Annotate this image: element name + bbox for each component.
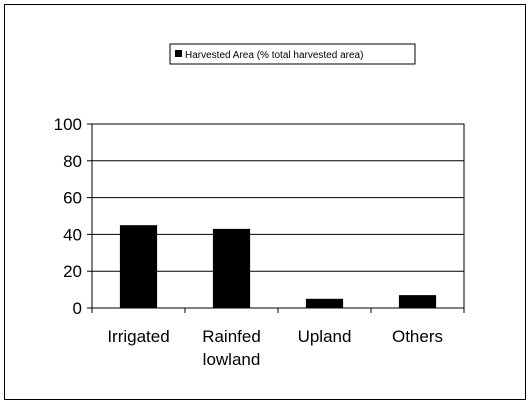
y-tick-label: 40 bbox=[63, 225, 82, 244]
x-tick-label: Upland bbox=[298, 327, 352, 346]
y-tick-label: 60 bbox=[63, 189, 82, 208]
y-tick-label: 0 bbox=[73, 299, 82, 318]
legend: Harvested Area (% total harvested area) bbox=[169, 43, 416, 65]
bar-others bbox=[398, 295, 437, 308]
legend-label: Harvested Area (% total harvested area) bbox=[185, 50, 363, 61]
bar-rainfed-lowland bbox=[212, 228, 251, 308]
y-tick-label: 80 bbox=[63, 152, 82, 171]
x-tick-label: lowland bbox=[203, 350, 261, 369]
legend-swatch bbox=[175, 50, 182, 57]
legend-box bbox=[169, 43, 416, 65]
bar-irrigated bbox=[119, 225, 158, 308]
x-tick-label: Others bbox=[392, 327, 443, 346]
y-tick-label: 20 bbox=[63, 262, 82, 281]
x-tick-label: Rainfed bbox=[202, 327, 261, 346]
y-tick-label: 100 bbox=[54, 115, 82, 134]
plot-area: 0 20 40 60 80 100 Irrigated Rainfed lowland Uplan… bbox=[54, 115, 465, 369]
bar-upland bbox=[305, 298, 344, 308]
x-tick-label: Irrigated bbox=[107, 327, 169, 346]
